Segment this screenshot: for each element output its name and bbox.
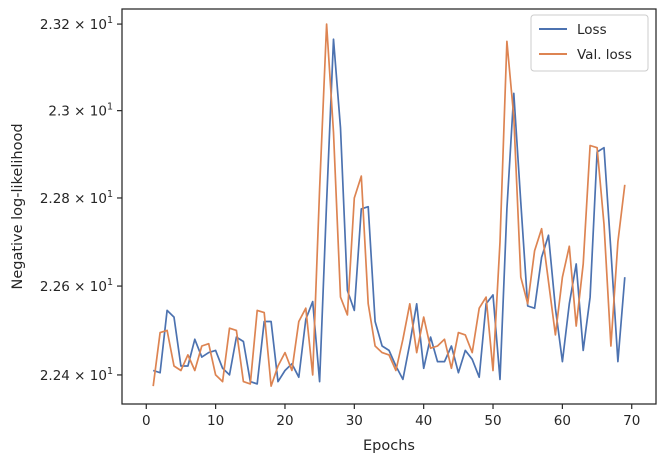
x-tick-label: 20 (276, 413, 293, 429)
x-tick-label: 50 (484, 413, 501, 429)
series-line-1 (152, 23, 626, 387)
x-tick-label: 30 (346, 413, 363, 429)
legend-label-val-loss: Val. loss (577, 47, 632, 63)
series-line-0 (152, 38, 626, 385)
x-tick-label: 40 (415, 413, 432, 429)
legend-label-loss: Loss (577, 22, 607, 38)
x-axis-label: Epochs (363, 438, 415, 454)
x-axis: 0 10 20 30 40 50 60 70 (142, 404, 640, 429)
y-axis-label: Negative log-likelihood (10, 123, 26, 289)
y-tick-label: 2.3 × 101 (48, 102, 113, 120)
x-tick-label: 0 (142, 413, 151, 429)
y-axis: 2.24 × 101 2.26 × 101 2.28 × 101 2.3 × 101 2… (40, 15, 122, 384)
plot-frame (121, 8, 657, 405)
legend: Loss Val. loss (530, 14, 649, 72)
x-tick-label: 60 (554, 413, 571, 429)
y-tick-label: 2.24 × 101 (40, 366, 113, 384)
y-tick-label: 2.28 × 101 (40, 189, 113, 207)
series-layer (152, 23, 626, 387)
x-tick-label: 10 (207, 413, 224, 429)
y-tick-label: 2.32 × 101 (40, 15, 113, 33)
y-tick-label: 2.26 × 101 (40, 277, 113, 295)
x-tick-label: 70 (623, 413, 640, 429)
